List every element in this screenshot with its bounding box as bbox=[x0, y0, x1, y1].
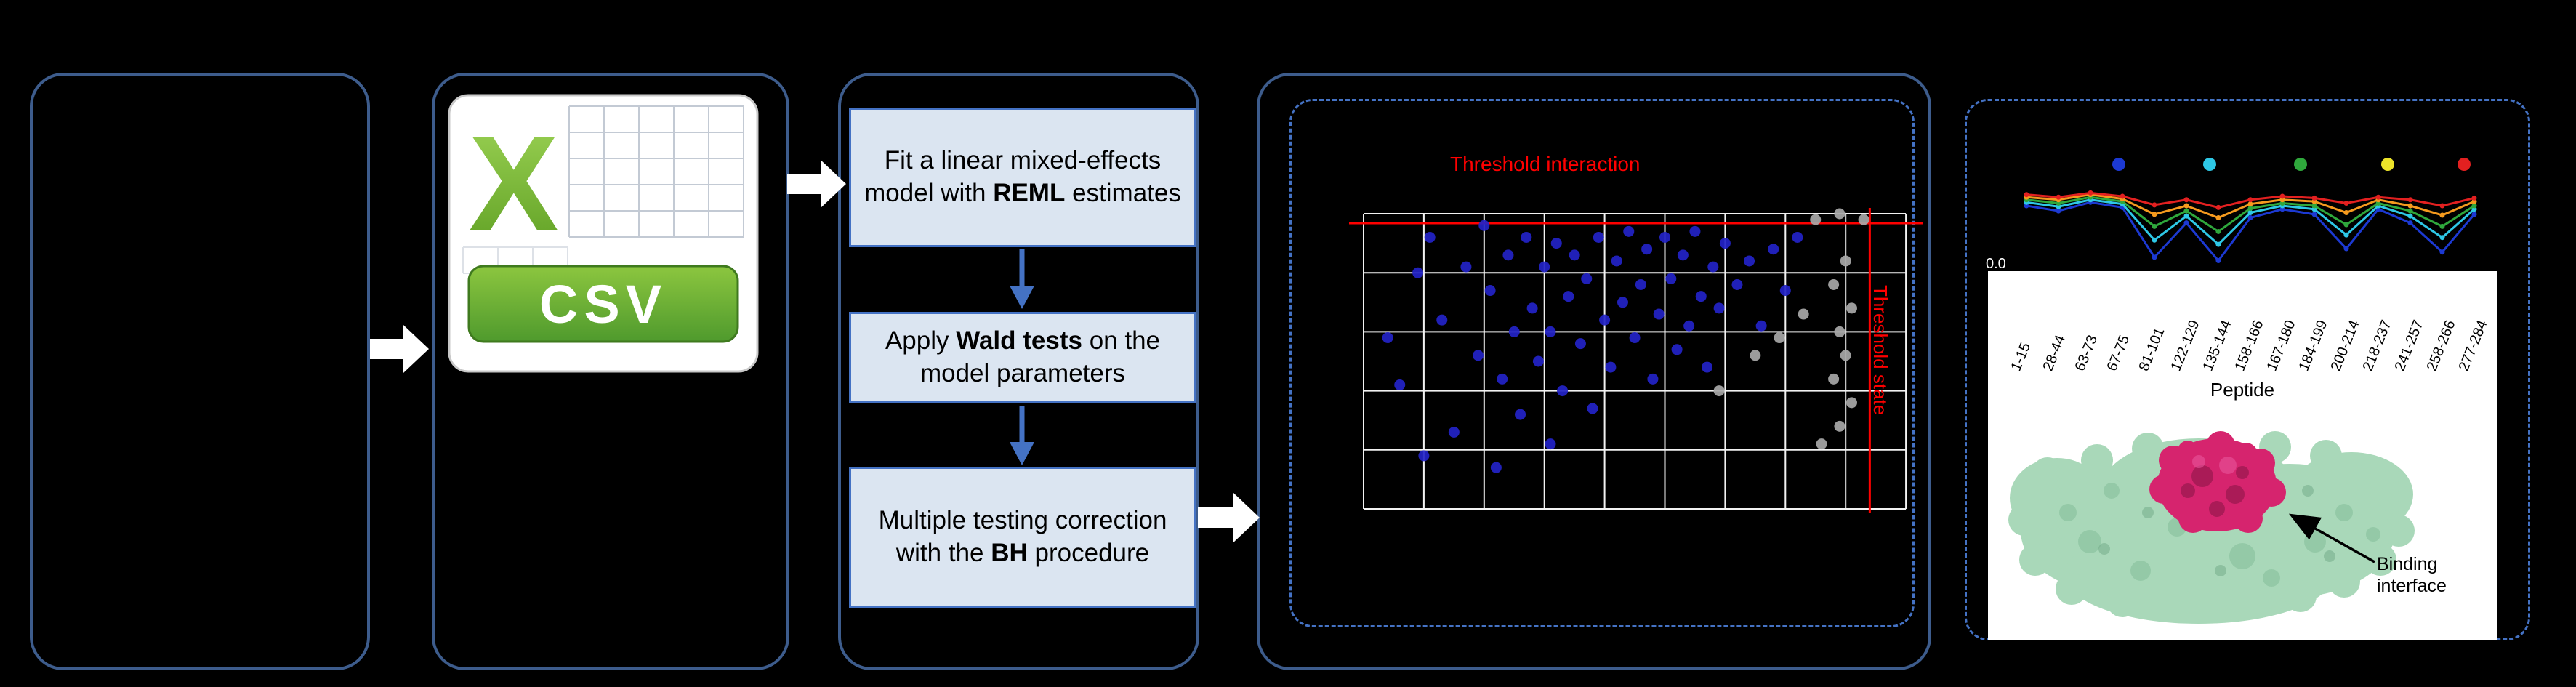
csv-file-icon: X CSV bbox=[448, 94, 759, 373]
peptide-tick-label: 241-257 bbox=[2391, 318, 2427, 374]
excel-x-glyph: X bbox=[469, 109, 558, 259]
step-wald-tests: Apply Wald tests on the model parameters bbox=[849, 312, 1196, 403]
down-arrow-icon bbox=[1010, 249, 1034, 309]
peptide-tick-label: 200-214 bbox=[2327, 318, 2363, 374]
y-axis-tick-label: 0.0 bbox=[1986, 256, 2006, 272]
threshold-state-label: Threshold state bbox=[1869, 285, 1891, 416]
protein-structure bbox=[2008, 431, 2415, 624]
binding-interface-region bbox=[2149, 431, 2286, 533]
csv-banner bbox=[467, 265, 739, 343]
step-wald-text: Apply Wald tests on the model parameters bbox=[885, 326, 1161, 387]
step-bh-correction: Multiple testing correction with the BH … bbox=[849, 467, 1196, 608]
spreadsheet-grid bbox=[568, 105, 744, 238]
down-arrow-icon bbox=[1010, 406, 1034, 465]
line-series-red bbox=[2024, 190, 2477, 210]
grid-lines bbox=[1363, 213, 1907, 510]
annotation-arrow-icon bbox=[2288, 513, 2375, 563]
volcano-scatter-plot bbox=[1349, 208, 1923, 513]
peptide-tick-label: 63-73 bbox=[2072, 332, 2101, 374]
results-white-panel: 1-15 28-44 63-73 67-75 81-101 122-129 135-144 1… bbox=[1988, 271, 2497, 640]
step-reml-model: Fit a linear mixed-effects model with RE… bbox=[849, 108, 1196, 247]
flow-arrow-icon bbox=[787, 160, 846, 208]
scatter-points-non-significant bbox=[1713, 208, 1869, 450]
legend-dots bbox=[2112, 158, 2471, 171]
peptide-tick-label: 167-180 bbox=[2263, 318, 2299, 374]
flow-arrow-icon bbox=[370, 325, 429, 373]
peptide-axis-ticks: 1-15 28-44 63-73 67-75 81-101 122-129 135-144 1… bbox=[2008, 275, 2497, 377]
peptide-tick-label: 158-166 bbox=[2231, 318, 2267, 374]
protein-surface-shadows bbox=[2098, 485, 2335, 576]
panel-input-data bbox=[30, 73, 370, 670]
flow-arrow-icon bbox=[1198, 492, 1260, 543]
threshold-lines bbox=[1349, 208, 1923, 513]
peptide-tick-label: 218-237 bbox=[2359, 318, 2395, 374]
peptide-tick-label: 28-44 bbox=[2040, 332, 2069, 374]
csv-banner-label: CSV bbox=[539, 274, 667, 334]
line-series-blue bbox=[2024, 199, 2477, 264]
binding-interface-shading bbox=[2181, 465, 2249, 517]
scatter-points-significant bbox=[1382, 220, 1803, 473]
binding-interface-label: Binding interface bbox=[2377, 554, 2447, 596]
peptide-tick-label: 277-284 bbox=[2455, 318, 2491, 374]
peptide-tick-label: 135-144 bbox=[2199, 318, 2235, 374]
peptide-tick-label: 81-101 bbox=[2136, 325, 2168, 374]
peptide-axis-title: Peptide bbox=[2210, 379, 2275, 401]
volcano-dashed-frame bbox=[1289, 99, 1915, 627]
panel-volcano-result bbox=[1257, 73, 1931, 670]
peptide-tick-label: 122-129 bbox=[2168, 318, 2203, 374]
peptide-tick-label: 258-266 bbox=[2423, 318, 2459, 374]
threshold-interaction-label: Threshold interaction bbox=[1450, 153, 1641, 175]
peptide-tick-label: 67-75 bbox=[2104, 332, 2133, 374]
uptake-line-chart bbox=[2024, 158, 2477, 264]
peptide-tick-label: 1-15 bbox=[2008, 340, 2034, 374]
peptide-tick-label: 184-199 bbox=[2295, 318, 2331, 374]
binding-interface-highlight bbox=[2192, 455, 2237, 474]
step-reml-text: Fit a linear mixed-effects model with RE… bbox=[864, 146, 1181, 207]
step-bh-text: Multiple testing correction with the BH … bbox=[878, 506, 1167, 567]
